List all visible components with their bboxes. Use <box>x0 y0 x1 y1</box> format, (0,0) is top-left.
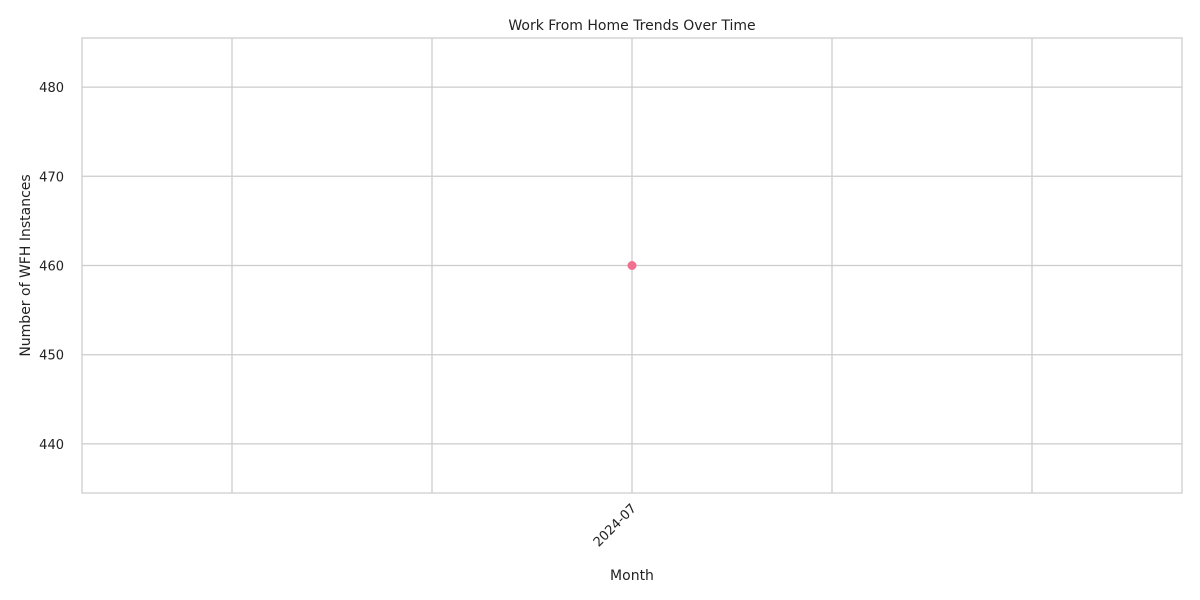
y-tick-labels: 440 450 460 470 480 <box>39 81 64 453</box>
series-layer <box>627 261 637 270</box>
y-tick-label: 440 <box>39 438 64 453</box>
x-axis-label: Month <box>610 568 654 584</box>
y-tick-label: 450 <box>39 349 64 364</box>
y-tick-label: 470 <box>39 170 64 185</box>
y-axis-label: Number of WFH Instances <box>18 174 34 356</box>
data-point <box>627 261 637 270</box>
y-tick-label: 480 <box>39 81 64 96</box>
y-tick-label: 460 <box>39 260 64 275</box>
plot-frame <box>81 37 1183 494</box>
chart-title: Work From Home Trends Over Time <box>508 18 755 34</box>
